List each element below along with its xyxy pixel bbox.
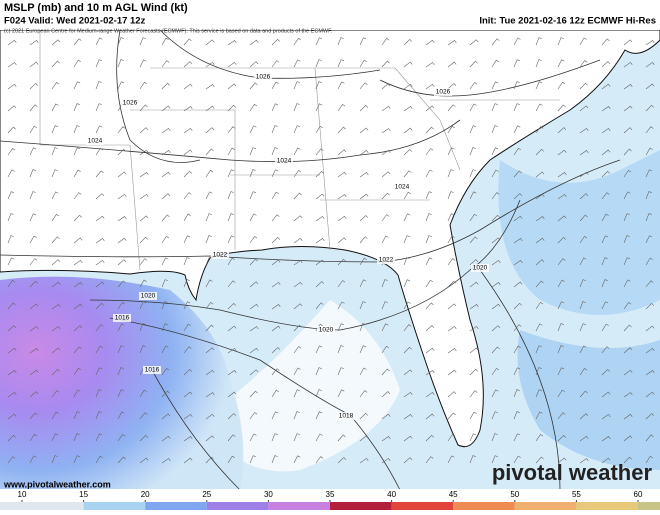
- logo: pivotal weather: [492, 460, 653, 485]
- isobar-label: 1026: [256, 74, 271, 81]
- title: MSLP (mb) and 10 m AGL Wind (kt): [4, 2, 188, 14]
- colorbar-tick-label: 10: [18, 490, 27, 499]
- color-swatch: [330, 502, 392, 510]
- isobar-label: 1026: [436, 89, 451, 96]
- color-swatch: [84, 502, 146, 510]
- color-swatch: [453, 502, 515, 510]
- isobar-label: 1026: [123, 100, 138, 107]
- colorbar-tick-label: 20: [141, 490, 150, 499]
- isobar-label: 1016: [115, 315, 130, 322]
- color-swatch: [0, 502, 22, 510]
- isobar-label: 1020: [141, 293, 156, 300]
- colorbar-tick-label: 15: [79, 490, 88, 499]
- color-swatch: [638, 502, 660, 510]
- color-swatch: [515, 502, 577, 510]
- isobar-label: 1020: [473, 265, 488, 272]
- isobar-label: 1020: [319, 327, 334, 334]
- isobar-label: 1024: [88, 138, 103, 145]
- website: www.pivotalweather.com: [3, 479, 111, 489]
- isobar-label: 1022: [379, 257, 394, 264]
- valid-time: F024 Valid: Wed 2021-02-17 12z: [4, 16, 146, 27]
- isobar-label: 1022: [213, 252, 228, 259]
- color-swatch: [576, 502, 638, 510]
- copyright: (c) 2021 European Centre for Medium-rang…: [4, 28, 333, 34]
- isobar-label: 1018: [339, 413, 354, 420]
- colorbar-tick-label: 45: [449, 490, 458, 499]
- isobar-label: 1024: [395, 184, 410, 191]
- init-time: Init: Tue 2021-02-16 12z ECMWF Hi-Res: [479, 16, 656, 27]
- colorbar-tick-label: 35: [326, 490, 335, 499]
- isobar-label: 1024: [277, 158, 292, 165]
- colorbar-tick-label: 25: [202, 490, 211, 499]
- color-swatch: [392, 502, 454, 510]
- isobar-label: 1016: [145, 367, 160, 374]
- colorbar-tick-label: 50: [510, 490, 519, 499]
- color-swatch: [145, 502, 207, 510]
- color-swatch: [207, 502, 269, 510]
- colorbar-tick-label: 55: [572, 490, 581, 499]
- colorbar-tick-label: 60: [634, 490, 643, 499]
- color-swatch: [268, 502, 330, 510]
- colorbar-tick-label: 40: [387, 490, 396, 499]
- color-swatch: [22, 502, 84, 510]
- colorbar-tick-label: 30: [264, 490, 273, 499]
